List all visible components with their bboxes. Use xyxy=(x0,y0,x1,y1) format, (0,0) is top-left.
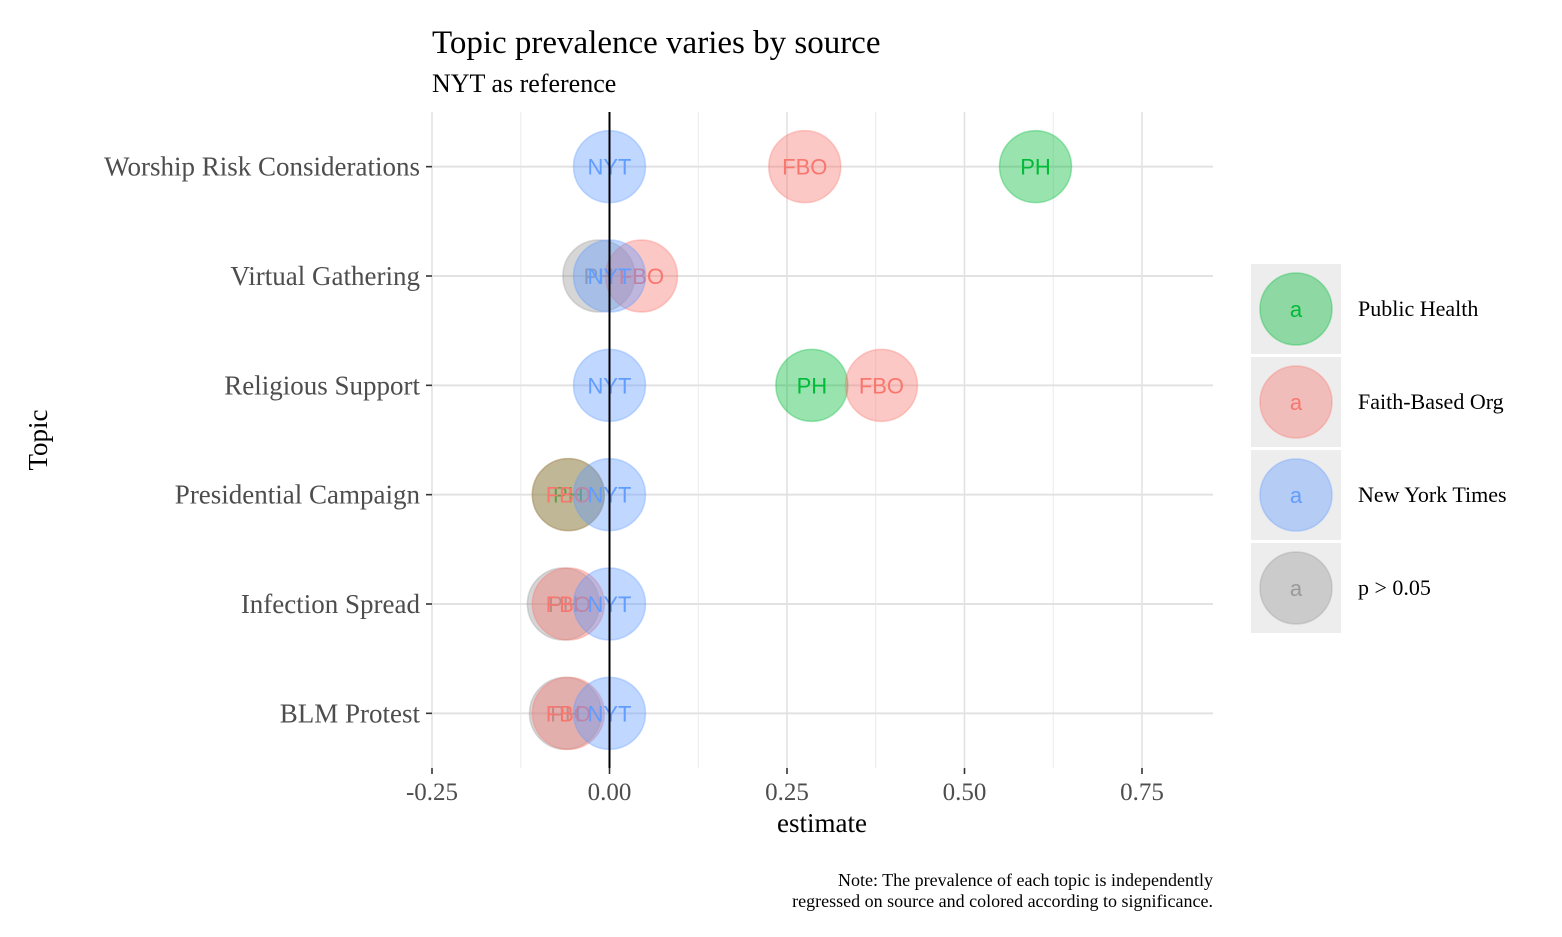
point-circle xyxy=(531,676,606,751)
x-tick-label: 0.00 xyxy=(588,779,632,806)
legend-key-circle xyxy=(1259,365,1333,439)
data-point: PH xyxy=(775,348,849,423)
legend-key-glyph: a xyxy=(1290,390,1303,415)
point-circle xyxy=(526,567,601,641)
data-point: PH xyxy=(526,567,601,641)
legend-label: Public Health xyxy=(1358,296,1478,321)
x-tick-label: 0.75 xyxy=(1120,779,1164,806)
data-points: PHPHPHPHPHPHFBOFBOFBOFBOFBOFBONYTNYTNYTN… xyxy=(526,129,1073,751)
point-circle xyxy=(528,676,603,751)
legend-key-background xyxy=(1251,357,1341,447)
legend-key-glyph: a xyxy=(1290,483,1303,508)
data-point: FBO xyxy=(768,129,842,204)
point-circle xyxy=(768,129,842,204)
point-circle xyxy=(998,129,1073,204)
legend-key-glyph: a xyxy=(1290,576,1303,601)
legend-key-background xyxy=(1251,264,1341,354)
point-circle xyxy=(604,239,679,313)
legend-key-circle xyxy=(1259,272,1333,346)
legend-item: a Faith-Based Org xyxy=(1251,357,1504,447)
legend-key-background xyxy=(1251,450,1341,540)
y-tick-label: Infection Spread xyxy=(241,589,421,619)
legend-key-glyph: a xyxy=(1290,297,1303,322)
x-tick-label: -0.25 xyxy=(406,779,458,806)
data-point: PH xyxy=(528,676,603,751)
point-label: PH xyxy=(550,701,581,726)
point-label: PH xyxy=(797,373,828,398)
legend-key-circle xyxy=(1259,458,1333,532)
point-label: FBO xyxy=(619,264,664,289)
point-circle xyxy=(531,457,606,532)
point-circle xyxy=(531,457,606,532)
legend: a Public Health a Faith-Based Org a New York … xyxy=(1251,264,1507,633)
legend-label: Faith-Based Org xyxy=(1358,389,1504,414)
point-circle xyxy=(562,239,636,313)
x-tick-label: 0.25 xyxy=(765,779,809,806)
x-axis: -0.25 0.00 0.25 0.50 0.75 xyxy=(406,768,1164,806)
data-point: FBO xyxy=(531,676,606,751)
legend-key-background xyxy=(1251,543,1341,633)
legend-label: New York Times xyxy=(1358,482,1507,507)
y-tick-label: Presidential Campaign xyxy=(175,480,421,510)
x-tick-label: 0.50 xyxy=(943,779,987,806)
y-tick-label: Worship Risk Considerations xyxy=(104,152,420,182)
data-point: FBO xyxy=(844,348,919,423)
y-tick-label: Religious Support xyxy=(224,370,420,400)
data-point: PH xyxy=(562,239,636,313)
data-point: FBO xyxy=(531,567,606,641)
caption-line-2: regressed on source and colored accordin… xyxy=(792,891,1213,911)
grid xyxy=(431,112,1213,768)
point-label: PH xyxy=(553,483,584,508)
legend-item: a Public Health xyxy=(1251,264,1478,354)
caption-line-1: Note: The prevalence of each topic is in… xyxy=(838,870,1213,890)
x-axis-label: estimate xyxy=(777,808,867,838)
legend-key-circle xyxy=(1259,551,1333,625)
legend-item: a New York Times xyxy=(1251,450,1507,540)
y-axis: Worship Risk Considerations Virtual Gathe… xyxy=(104,152,432,728)
data-point: PH xyxy=(998,129,1073,204)
y-axis-label: Topic xyxy=(23,409,53,470)
data-point: FBO xyxy=(531,457,606,532)
point-label: FBO xyxy=(546,592,591,617)
point-label: FBO xyxy=(546,483,591,508)
data-point: FBO xyxy=(604,239,679,313)
legend-item: a p > 0.05 xyxy=(1251,543,1431,633)
chart-subtitle: NYT as reference xyxy=(432,69,616,98)
legend-label: p > 0.05 xyxy=(1358,575,1431,600)
point-circle xyxy=(775,348,849,423)
y-tick-label: Virtual Gathering xyxy=(230,261,420,291)
point-label: PH xyxy=(1020,155,1051,180)
point-label: FBO xyxy=(782,155,827,180)
y-tick-label: BLM Protest xyxy=(280,698,421,728)
data-point: PH xyxy=(531,457,606,532)
point-label: PH xyxy=(548,592,579,617)
point-circle xyxy=(844,348,919,423)
point-circle xyxy=(531,567,606,641)
point-label: FBO xyxy=(546,701,591,726)
point-label: FBO xyxy=(859,373,904,398)
chart-title: Topic prevalence varies by source xyxy=(432,25,880,61)
